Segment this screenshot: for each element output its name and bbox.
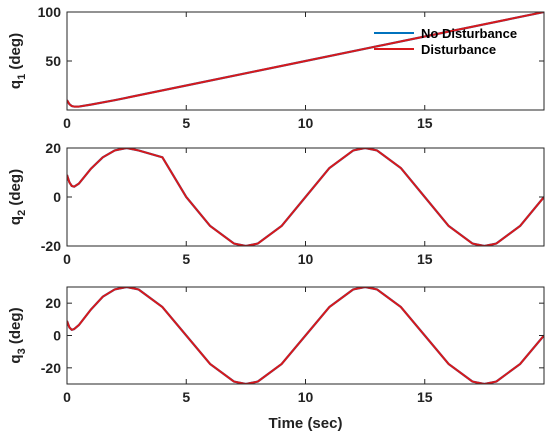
series-line-disturbance: [67, 148, 544, 246]
legend-label: Disturbance: [421, 42, 496, 57]
x-tick-label: 10: [298, 251, 314, 267]
y-tick-label: 20: [45, 295, 61, 311]
x-tick-label: 0: [63, 251, 71, 267]
x-tick-label: 5: [182, 115, 190, 131]
y-axis-label: q1 (deg): [7, 33, 28, 89]
y-axis-label-var: q: [7, 216, 24, 225]
y-axis-label-sub: 1: [16, 74, 28, 80]
y-axis-label-var: q: [7, 354, 24, 363]
x-tick-label: 15: [417, 389, 433, 405]
y-tick-label: 0: [53, 328, 61, 344]
x-tick-label: 15: [417, 115, 433, 131]
y-tick-label: 100: [38, 4, 62, 20]
x-tick-label: 10: [298, 115, 314, 131]
x-tick-label: 0: [63, 115, 71, 131]
y-axis-label-unit: (deg): [7, 307, 24, 348]
x-tick-label: 15: [417, 251, 433, 267]
series-line-disturbance: [67, 12, 544, 108]
series-line-disturbance: [67, 287, 544, 384]
y-axis-label-var: q: [7, 80, 24, 89]
y-tick-label: 50: [45, 53, 61, 69]
y-tick-label: 0: [53, 189, 61, 205]
y-axis-label-sub: 3: [16, 348, 28, 354]
x-tick-label: 0: [63, 389, 71, 405]
x-tick-label: 10: [298, 389, 314, 405]
y-tick-label: -20: [41, 360, 61, 376]
y-tick-label: -20: [41, 238, 61, 254]
x-tick-label: 5: [182, 251, 190, 267]
y-axis-label-sub: 2: [16, 210, 28, 216]
x-axis-label: Time (sec): [269, 415, 343, 432]
y-axis-label-unit: (deg): [7, 169, 24, 210]
x-tick-label: 5: [182, 389, 190, 405]
y-tick-label: 20: [45, 140, 61, 156]
y-axis-label-unit: (deg): [7, 33, 24, 74]
y-axis-label: q3 (deg): [7, 307, 28, 363]
subplot-1: 0 5 10 15 50 100 q1 (deg) No DisturbanceDisturb…: [7, 4, 545, 131]
y-axis-label: q2 (deg): [7, 169, 28, 225]
legend-label: No Disturbance: [421, 26, 517, 41]
